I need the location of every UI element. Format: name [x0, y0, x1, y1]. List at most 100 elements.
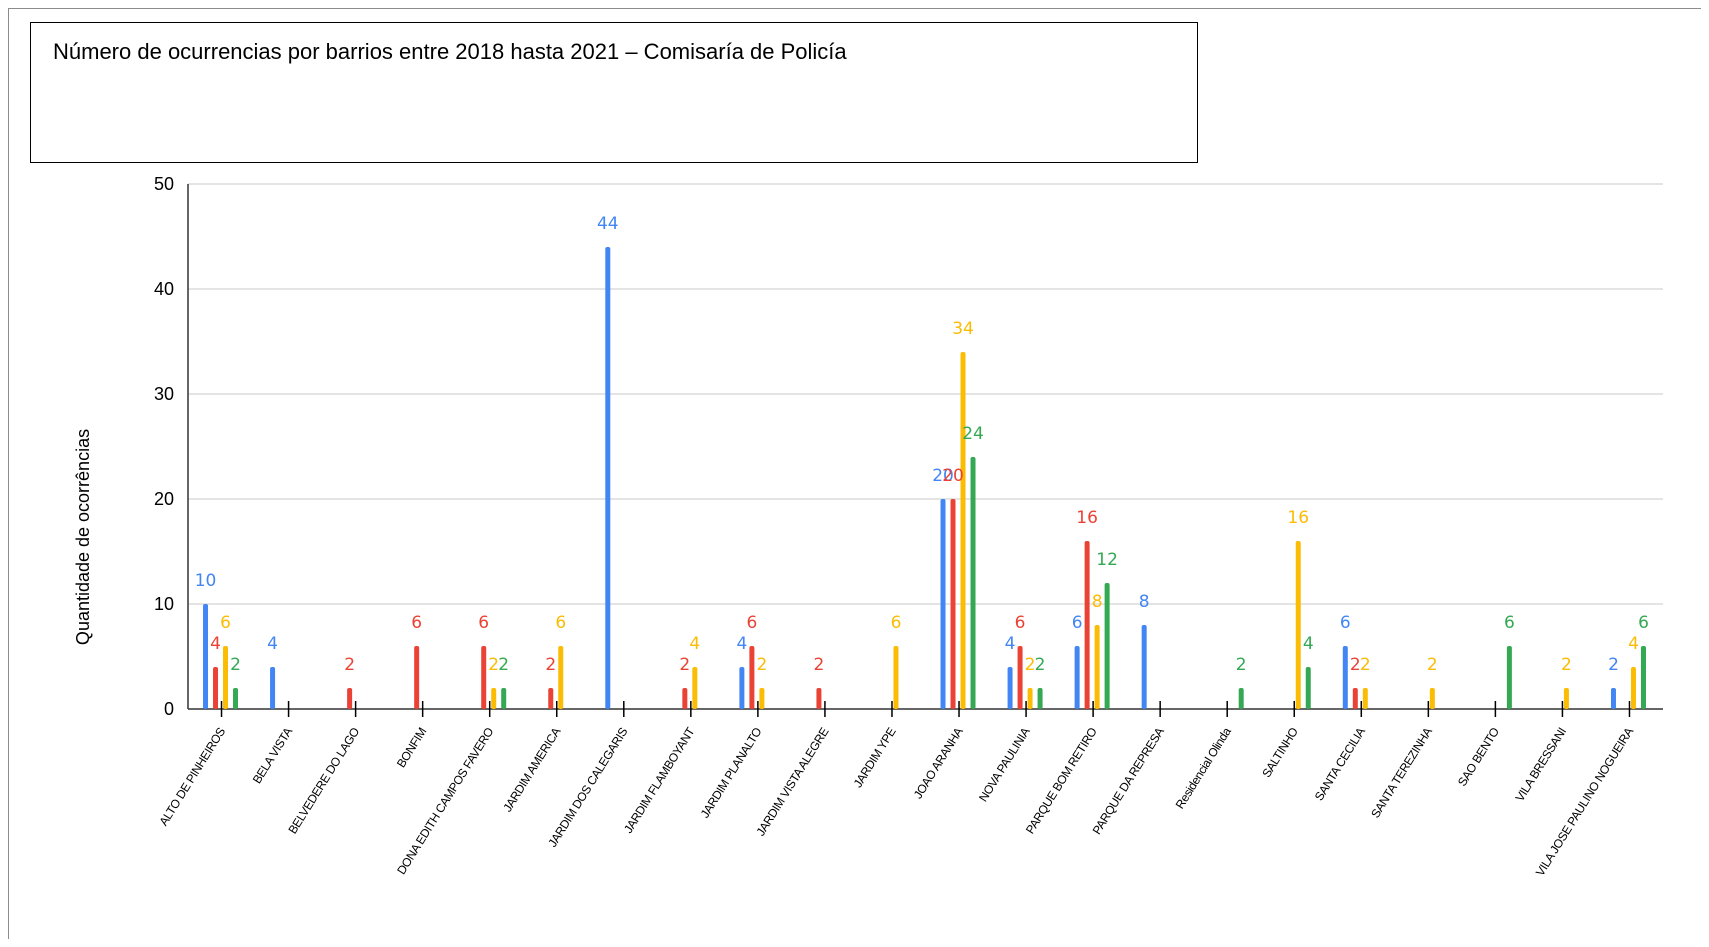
bar [203, 604, 209, 709]
bar [682, 688, 688, 709]
data-label: 24 [962, 424, 984, 444]
y-tick-labels: 0 10 20 30 40 50 [154, 174, 174, 719]
bar [1074, 646, 1080, 709]
bar [1017, 646, 1023, 709]
y-tick-label: 30 [154, 384, 174, 404]
bar [950, 499, 956, 709]
data-label: 6 [220, 613, 231, 633]
data-label: 20 [932, 466, 954, 486]
category-label: JARDIM AMERICA [500, 725, 563, 815]
data-label: 4 [1005, 634, 1016, 654]
bar [1563, 688, 1569, 709]
bar [501, 688, 507, 709]
bars [203, 247, 1646, 709]
bar [233, 688, 239, 709]
data-label: 6 [411, 613, 422, 633]
data-label: 2 [545, 655, 556, 675]
data-label: 16 [1287, 508, 1309, 528]
bar [605, 247, 611, 709]
bar [759, 688, 765, 709]
category-label: JARDIM FLAMBOYANT [621, 724, 698, 835]
data-label: 8 [1139, 592, 1150, 612]
bar [347, 688, 353, 709]
data-label: 16 [1076, 508, 1098, 528]
data-label: 2 [756, 655, 767, 675]
category-label: SAO BENTO [1455, 725, 1502, 789]
category-label: SANTA TEREZINHA [1368, 725, 1435, 821]
data-label: 2 [344, 655, 355, 675]
bar [548, 688, 554, 709]
bar [213, 667, 219, 709]
y-tick-label: 0 [164, 699, 174, 719]
data-label: 44 [597, 214, 619, 234]
data-label: 4 [1628, 634, 1639, 654]
data-label: 4 [267, 634, 278, 654]
data-label: 34 [952, 319, 974, 339]
data-label: 6 [1638, 613, 1649, 633]
data-label: 20 [942, 466, 964, 486]
bar [558, 646, 564, 709]
category-label: BONFIM [394, 725, 430, 770]
bar [1352, 688, 1358, 709]
category-label: VILA BRESSANI [1512, 725, 1569, 804]
chart-title: Número de ocurrencias por barrios entre … [53, 39, 847, 64]
bar [1429, 688, 1435, 709]
data-label: 6 [1072, 613, 1083, 633]
data-label: 4 [736, 634, 747, 654]
data-label: 2 [1035, 655, 1046, 675]
bar [481, 646, 487, 709]
bar [1141, 625, 1147, 709]
data-label: 2 [498, 655, 509, 675]
data-label: 10 [195, 571, 217, 591]
category-label: JARDIM YPE [851, 725, 899, 790]
bar [1094, 625, 1100, 709]
bar [1630, 667, 1636, 709]
bar [692, 667, 698, 709]
bar [1084, 541, 1090, 709]
data-label: 2 [488, 655, 499, 675]
y-axis-label: Quantidade de ocorrências [73, 429, 93, 645]
bar [1305, 667, 1311, 709]
category-label: JOAO ARANHA [911, 725, 966, 801]
chart-title-box: Número de ocurrencias por barrios entre … [30, 22, 1198, 163]
bar [739, 667, 745, 709]
bar [749, 646, 755, 709]
bar [1610, 688, 1616, 709]
bar [816, 688, 822, 709]
data-label: 2 [1236, 655, 1247, 675]
category-label: PARQUE DA REPRESA [1090, 725, 1167, 837]
data-label: 6 [891, 613, 902, 633]
bar [1007, 667, 1013, 709]
bar [1295, 541, 1301, 709]
bar [414, 646, 420, 709]
category-label: SANTA CECILIA [1312, 725, 1368, 803]
data-label: 6 [478, 613, 489, 633]
bar [1362, 688, 1368, 709]
data-label: 6 [555, 613, 566, 633]
bar [1037, 688, 1043, 709]
bar [270, 667, 276, 709]
y-tick-label: 40 [154, 279, 174, 299]
y-tick-label: 10 [154, 594, 174, 614]
data-label: 2 [1608, 655, 1619, 675]
data-label: 6 [1340, 613, 1351, 633]
data-label: 2 [230, 655, 241, 675]
bar [970, 457, 976, 709]
data-label: 4 [210, 634, 221, 654]
data-label: 2 [1025, 655, 1036, 675]
bar [1238, 688, 1244, 709]
data-label: 2 [814, 655, 825, 675]
category-label: JARDIM VISTA ALEGRE [753, 725, 831, 839]
bar [1342, 646, 1348, 709]
data-label: 12 [1096, 550, 1118, 570]
category-label: BELA VISTA [250, 725, 296, 786]
category-label: BELVEDERE DO LAGO [285, 725, 362, 836]
data-label: 8 [1092, 592, 1103, 612]
page-frame [8, 8, 1701, 939]
bar [223, 646, 229, 709]
data-label: 2 [1561, 655, 1572, 675]
category-label: ALTO DE PINHEIROS [156, 725, 228, 828]
